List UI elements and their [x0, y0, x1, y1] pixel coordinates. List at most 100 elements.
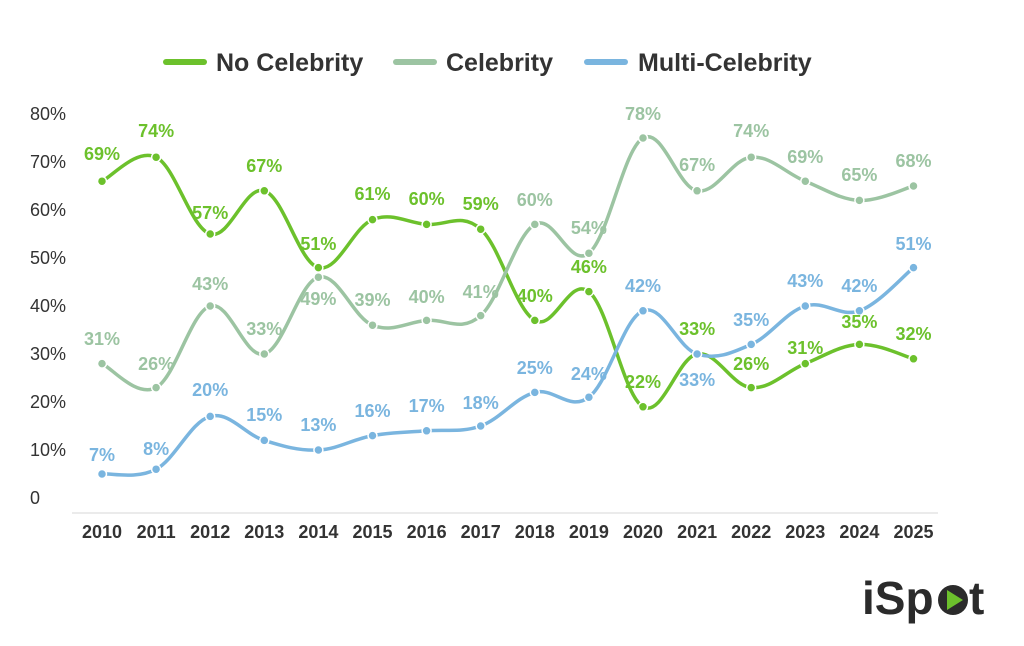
y-axis-ticks: 0 10% 20% 30% 40% 50% 60% 70% 80% — [30, 104, 66, 508]
data-label-celebrity: 40% — [409, 287, 445, 307]
data-point-multi-celebrity — [691, 348, 703, 360]
data-point-celebrity — [854, 195, 865, 206]
data-point-celebrity — [475, 310, 486, 321]
data-label-no-celebrity: 57% — [192, 203, 228, 223]
data-point-celebrity — [313, 271, 324, 283]
data-point-multi-celebrity — [529, 387, 541, 398]
data-label-celebrity: 74% — [733, 121, 769, 141]
data-point-no-celebrity — [583, 286, 595, 297]
logo-text-part-t: t — [969, 572, 984, 624]
data-point-celebrity — [529, 219, 541, 230]
data-point-no-celebrity — [313, 262, 324, 273]
legend: No Celebrity Celebrity Multi-Celebrity — [163, 49, 812, 77]
data-label-multi-celebrity: 35% — [733, 310, 769, 330]
data-point-no-celebrity — [854, 339, 865, 350]
x-tick-label: 2017 — [461, 522, 501, 542]
data-label-multi-celebrity: 42% — [841, 276, 877, 296]
x-tick-label: 2015 — [352, 522, 392, 542]
data-point-no-celebrity — [204, 228, 216, 240]
y-tick-label: 10% — [30, 440, 66, 460]
data-label-multi-celebrity: 33% — [679, 370, 715, 390]
series-lines — [96, 132, 919, 480]
data-point-multi-celebrity — [204, 411, 216, 422]
data-label-multi-celebrity: 17% — [409, 396, 445, 416]
data-label-celebrity: 26% — [138, 354, 174, 374]
legend-item-celebrity: Celebrity — [393, 49, 553, 77]
legend-label-multi-celebrity: Multi-Celebrity — [638, 49, 812, 77]
y-tick-label: 70% — [30, 152, 66, 172]
x-tick-label: 2013 — [244, 522, 284, 542]
data-point-multi-celebrity — [259, 435, 270, 446]
data-label-no-celebrity: 60% — [409, 189, 445, 209]
logo-text-part-is: iS — [862, 572, 905, 624]
x-tick-label: 2012 — [190, 522, 230, 542]
series-line-multi-celebrity — [100, 265, 916, 477]
data-label-multi-celebrity: 16% — [354, 401, 390, 421]
x-tick-label: 2019 — [569, 522, 609, 542]
y-tick-label: 0 — [30, 488, 40, 508]
data-label-celebrity: 43% — [192, 274, 228, 294]
data-label-no-celebrity: 33% — [679, 319, 715, 339]
data-point-multi-celebrity — [96, 468, 108, 480]
data-label-no-celebrity: 31% — [787, 338, 823, 358]
data-point-multi-celebrity — [313, 444, 324, 456]
data-label-no-celebrity: 59% — [463, 194, 499, 214]
y-tick-label: 20% — [30, 392, 66, 412]
data-point-multi-celebrity — [367, 430, 378, 441]
legend-label-no-celebrity: No Celebrity — [216, 49, 363, 77]
data-label-multi-celebrity: 8% — [143, 439, 169, 459]
data-point-no-celebrity — [637, 401, 649, 413]
data-point-celebrity — [745, 151, 757, 163]
ispot-logo: iSp t — [862, 572, 984, 624]
data-point-multi-celebrity — [421, 425, 432, 437]
data-point-no-celebrity — [96, 175, 108, 187]
data-point-celebrity — [259, 348, 270, 360]
play-icon — [938, 585, 968, 615]
x-tick-label: 2011 — [137, 522, 176, 542]
data-label-no-celebrity: 69% — [84, 144, 120, 164]
data-label-multi-celebrity: 18% — [463, 393, 499, 413]
data-point-no-celebrity — [908, 353, 919, 365]
x-tick-label: 2014 — [298, 522, 338, 542]
data-label-no-celebrity: 51% — [300, 234, 336, 254]
x-tick-label: 2010 — [82, 522, 122, 542]
data-label-multi-celebrity: 25% — [517, 358, 553, 378]
data-point-multi-celebrity — [475, 420, 486, 432]
data-point-multi-celebrity — [745, 339, 757, 350]
y-tick-label: 40% — [30, 296, 66, 316]
data-point-no-celebrity — [421, 219, 432, 230]
data-point-multi-celebrity — [150, 463, 162, 475]
data-point-celebrity — [691, 185, 703, 197]
data-point-no-celebrity — [259, 185, 270, 197]
data-point-celebrity — [583, 247, 595, 259]
data-label-multi-celebrity: 15% — [246, 405, 282, 425]
logo-text: iSp t — [862, 572, 984, 624]
data-label-no-celebrity: 40% — [517, 286, 553, 306]
data-label-celebrity: 69% — [787, 147, 823, 167]
data-label-multi-celebrity: 20% — [192, 380, 228, 400]
data-label-celebrity: 31% — [84, 329, 120, 349]
data-labels: 69% 74% 57% 67% 51% 61% 60% 59% 40% 46% 22% 33% 26% 3… — [84, 104, 932, 465]
x-tick-label: 2023 — [785, 522, 825, 542]
data-label-celebrity: 49% — [300, 289, 336, 309]
data-point-celebrity — [421, 315, 432, 326]
x-tick-label: 2025 — [893, 522, 933, 542]
legend-label-celebrity: Celebrity — [446, 49, 553, 77]
x-tick-label: 2020 — [623, 522, 663, 542]
x-axis-ticks: 2010 2011 2012 2013 2014 2015 2016 2017 2018 2019… — [82, 522, 934, 542]
data-point-no-celebrity — [367, 214, 378, 225]
data-point-multi-celebrity — [583, 391, 595, 403]
data-point-multi-celebrity — [637, 305, 649, 317]
data-label-multi-celebrity: 42% — [625, 276, 661, 296]
y-tick-label: 30% — [30, 344, 66, 364]
y-tick-label: 60% — [30, 200, 66, 220]
x-tick-label: 2022 — [731, 522, 771, 542]
data-label-no-celebrity: 32% — [895, 324, 931, 344]
data-label-no-celebrity: 26% — [733, 354, 769, 374]
data-label-celebrity: 78% — [625, 104, 661, 124]
data-point-celebrity — [637, 132, 649, 144]
data-point-multi-celebrity — [854, 305, 865, 317]
data-label-celebrity: 68% — [895, 151, 931, 171]
data-point-no-celebrity — [150, 151, 162, 163]
data-point-no-celebrity — [800, 358, 811, 369]
